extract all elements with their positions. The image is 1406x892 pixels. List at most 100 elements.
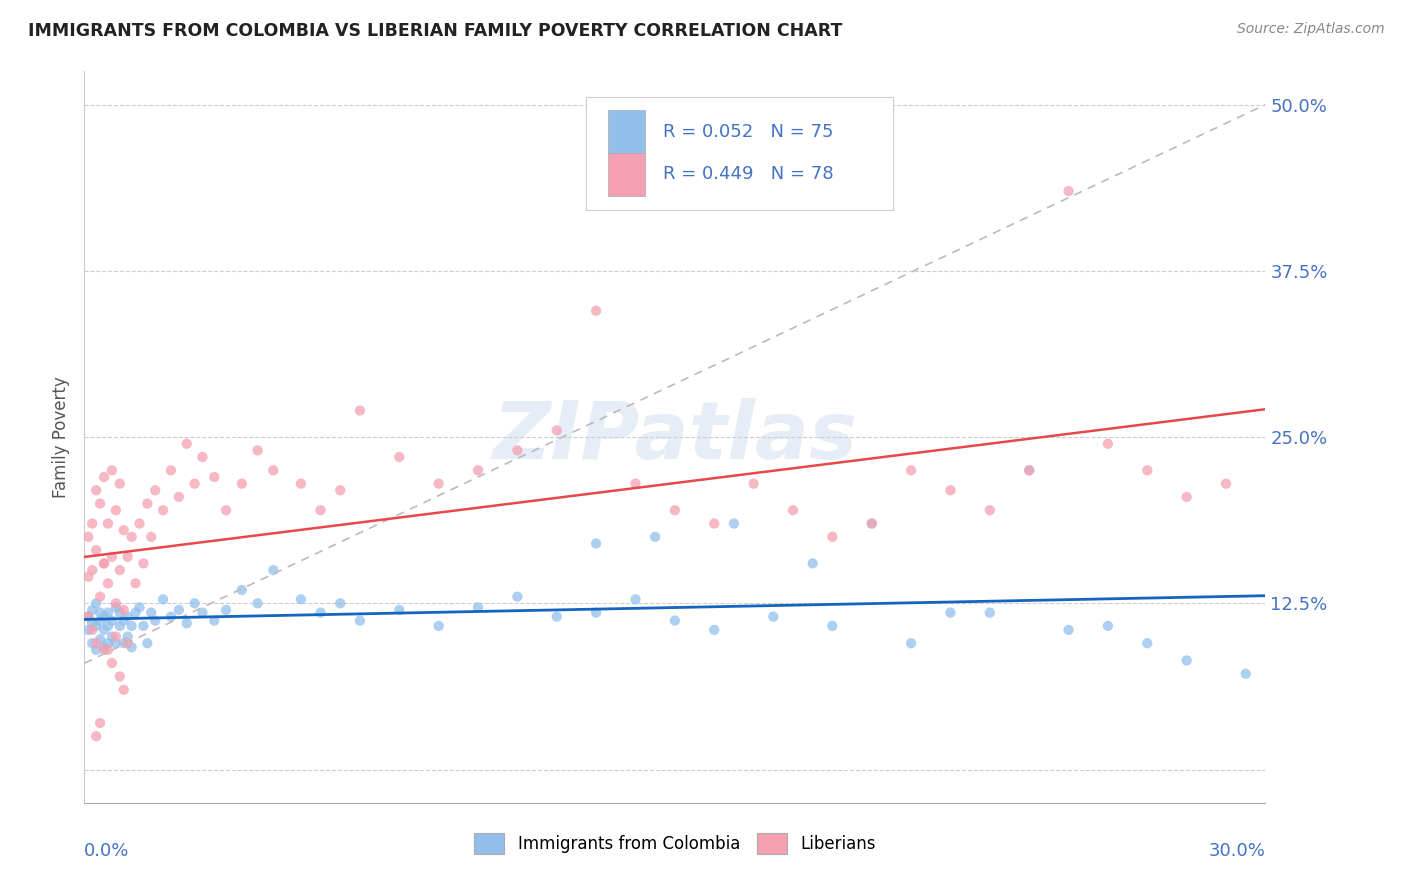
Point [93, 609, 115, 624]
FancyBboxPatch shape [586, 97, 893, 211]
Point [97, 606, 120, 620]
Point [89, 632, 111, 647]
Point [84, 729, 107, 743]
Text: ZIPatlas: ZIPatlas [492, 398, 858, 476]
Text: R = 0.052   N = 75: R = 0.052 N = 75 [664, 123, 834, 141]
Point [349, 614, 371, 628]
Point [1136, 636, 1159, 650]
Point [183, 476, 205, 491]
Point [112, 523, 135, 537]
Point [1136, 463, 1159, 477]
Point [585, 536, 607, 550]
Point [821, 619, 844, 633]
Point [467, 600, 489, 615]
Point [136, 497, 159, 511]
Point [427, 619, 450, 633]
Point [1057, 623, 1080, 637]
Point [132, 619, 155, 633]
Point [624, 592, 647, 607]
Point [290, 592, 312, 607]
Point [108, 669, 131, 683]
FancyBboxPatch shape [607, 110, 645, 153]
Point [93, 643, 115, 657]
Point [1097, 436, 1119, 450]
Point [141, 530, 163, 544]
Point [231, 582, 253, 597]
Point [104, 636, 127, 650]
Point [246, 596, 269, 610]
Point [585, 303, 607, 318]
Point [77, 609, 100, 624]
Point [93, 470, 115, 484]
Point [101, 463, 124, 477]
FancyBboxPatch shape [607, 153, 645, 195]
Text: R = 0.449   N = 78: R = 0.449 N = 78 [664, 165, 834, 183]
Point [82, 516, 104, 531]
Point [77, 609, 100, 624]
Point [101, 656, 124, 670]
Point [93, 640, 115, 655]
Point [742, 476, 765, 491]
Point [84, 596, 107, 610]
Point [546, 424, 568, 438]
Point [121, 640, 143, 655]
Point [290, 476, 312, 491]
Point [664, 614, 686, 628]
Point [703, 623, 725, 637]
Point [108, 563, 131, 577]
Text: IMMIGRANTS FROM COLOMBIA VS LIBERIAN FAMILY POVERTY CORRELATION CHART: IMMIGRANTS FROM COLOMBIA VS LIBERIAN FAM… [28, 22, 842, 40]
Point [309, 503, 332, 517]
Point [506, 443, 529, 458]
Point [202, 470, 225, 484]
Point [82, 636, 104, 650]
Point [112, 636, 135, 650]
Point [84, 636, 107, 650]
Point [77, 530, 100, 544]
Point [176, 616, 198, 631]
Point [762, 609, 785, 624]
Point [89, 590, 111, 604]
Point [546, 609, 568, 624]
Point [664, 503, 686, 517]
Point [104, 600, 127, 615]
Point [143, 483, 166, 498]
Point [821, 530, 844, 544]
Point [467, 463, 489, 477]
Point [1018, 463, 1040, 477]
Point [143, 614, 166, 628]
Point [939, 483, 962, 498]
Point [101, 549, 124, 564]
Point [84, 483, 107, 498]
Point [104, 630, 127, 644]
Point [167, 490, 190, 504]
Point [309, 606, 332, 620]
Point [349, 403, 371, 417]
Point [82, 616, 104, 631]
Point [1175, 490, 1198, 504]
Point [1234, 666, 1257, 681]
Point [93, 557, 115, 571]
Point [183, 596, 205, 610]
Text: Source: ZipAtlas.com: Source: ZipAtlas.com [1237, 22, 1385, 37]
Point [104, 503, 127, 517]
Point [97, 516, 120, 531]
Point [329, 596, 352, 610]
Point [262, 563, 284, 577]
Point [388, 450, 411, 464]
Point [801, 557, 824, 571]
Point [97, 636, 120, 650]
Point [97, 619, 120, 633]
Point [124, 606, 146, 620]
Point [1057, 184, 1080, 198]
Point [900, 463, 922, 477]
Point [723, 516, 745, 531]
Point [624, 476, 647, 491]
Point [160, 463, 183, 477]
Point [108, 619, 131, 633]
Point [112, 614, 135, 628]
Point [262, 463, 284, 477]
Point [160, 609, 183, 624]
Text: 30.0%: 30.0% [1209, 842, 1265, 860]
Point [136, 636, 159, 650]
Point [979, 606, 1001, 620]
